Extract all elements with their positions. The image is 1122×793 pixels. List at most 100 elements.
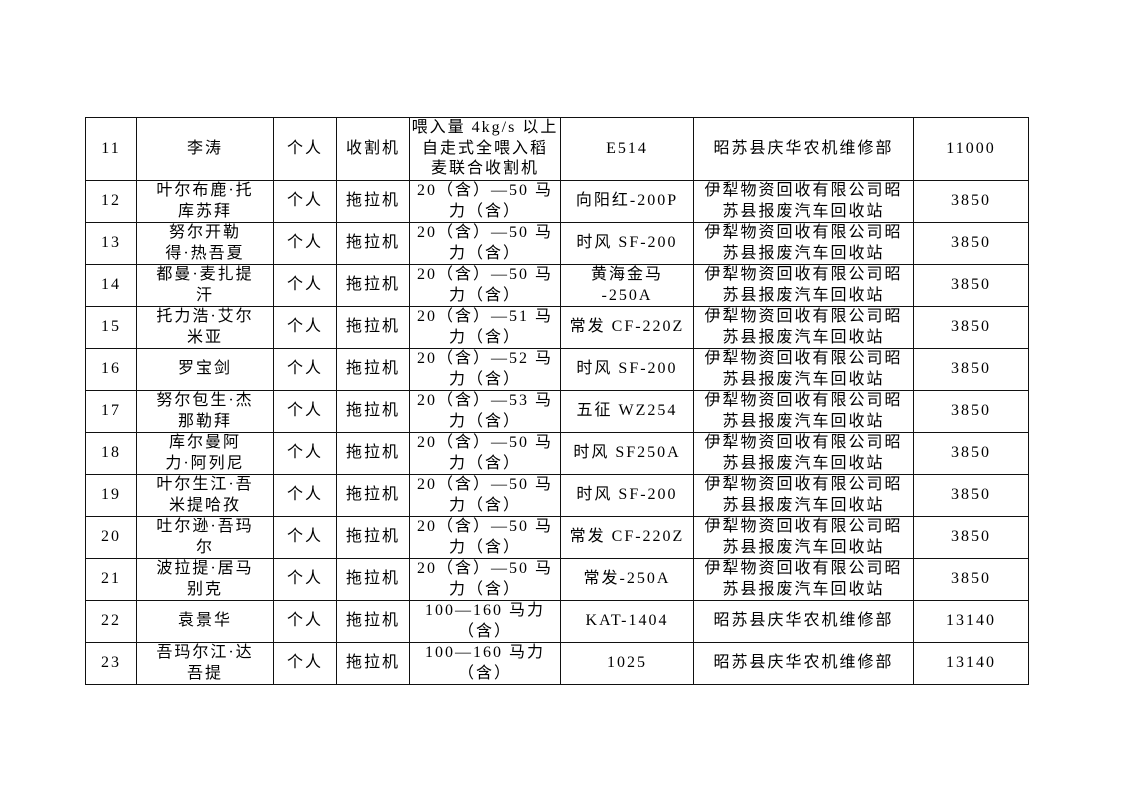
- cell-name: 袁景华: [136, 600, 274, 643]
- cell-model: 时风 SF250A: [560, 432, 694, 475]
- cell-amount: 13140: [913, 600, 1029, 643]
- cell-model: 向阳红-200P: [560, 180, 694, 223]
- cell-owner-type: 个人: [273, 264, 337, 307]
- cell-machine-type: 拖拉机: [336, 516, 410, 559]
- cell-owner-type: 个人: [273, 390, 337, 433]
- cell-spec: 20（含）—51 马 力（含）: [409, 306, 561, 349]
- cell-company: 伊犁物资回收有限公司昭 苏县报废汽车回收站: [693, 348, 914, 391]
- cell-no: 22: [85, 600, 137, 643]
- cell-spec: 20（含）—50 马 力（含）: [409, 474, 561, 517]
- cell-no: 17: [85, 390, 137, 433]
- cell-owner-type: 个人: [273, 558, 337, 601]
- cell-no: 19: [85, 474, 137, 517]
- cell-no: 18: [85, 432, 137, 475]
- cell-amount: 3850: [913, 348, 1029, 391]
- cell-no: 20: [85, 516, 137, 559]
- cell-name: 李涛: [136, 117, 274, 181]
- cell-no: 23: [85, 642, 137, 685]
- cell-spec: 20（含）—50 马 力（含）: [409, 180, 561, 223]
- cell-owner-type: 个人: [273, 600, 337, 643]
- cell-name: 库尔曼阿 力·阿列尼: [136, 432, 274, 475]
- cell-amount: 3850: [913, 558, 1029, 601]
- cell-machine-type: 拖拉机: [336, 474, 410, 517]
- cell-owner-type: 个人: [273, 117, 337, 181]
- cell-no: 11: [85, 117, 137, 181]
- cell-model: 时风 SF-200: [560, 222, 694, 265]
- cell-model: 1025: [560, 642, 694, 685]
- cell-company: 昭苏县庆华农机维修部: [693, 642, 914, 685]
- cell-amount: 13140: [913, 642, 1029, 685]
- cell-machine-type: 拖拉机: [336, 642, 410, 685]
- cell-machine-type: 拖拉机: [336, 306, 410, 349]
- cell-model: 黄海金马 -250A: [560, 264, 694, 307]
- cell-machine-type: 拖拉机: [336, 348, 410, 391]
- cell-model: KAT-1404: [560, 600, 694, 643]
- cell-company: 昭苏县庆华农机维修部: [693, 117, 914, 181]
- table-row: 13 努尔开勒 得·热吾夏 个人 拖拉机 20（含）—50 马 力（含） 时风 SF-20…: [85, 222, 1029, 265]
- cell-model: E514: [560, 117, 694, 181]
- cell-spec: 20（含）—50 马 力（含）: [409, 264, 561, 307]
- cell-spec: 20（含）—50 马 力（含）: [409, 222, 561, 265]
- cell-amount: 3850: [913, 222, 1029, 265]
- cell-amount: 11000: [913, 117, 1029, 181]
- cell-name: 托力浩·艾尔 米亚: [136, 306, 274, 349]
- cell-company: 伊犁物资回收有限公司昭 苏县报废汽车回收站: [693, 390, 914, 433]
- cell-amount: 3850: [913, 516, 1029, 559]
- table-row: 11 李涛 个人 收割机 喂入量 4kg/s 以上 自走式全喂入稻 麦联合收割机 E514…: [85, 117, 1029, 181]
- subsidy-table: 11 李涛 个人 收割机 喂入量 4kg/s 以上 自走式全喂入稻 麦联合收割机 E514…: [85, 117, 1029, 685]
- cell-spec: 20（含）—50 马 力（含）: [409, 558, 561, 601]
- cell-name: 罗宝剑: [136, 348, 274, 391]
- table-row: 19 叶尔生江·吾 米提哈孜 个人 拖拉机 20（含）—50 马 力（含） 时风 SF-2…: [85, 474, 1029, 517]
- cell-company: 伊犁物资回收有限公司昭 苏县报废汽车回收站: [693, 222, 914, 265]
- cell-name: 都曼·麦扎提 汗: [136, 264, 274, 307]
- cell-owner-type: 个人: [273, 474, 337, 517]
- cell-spec: 喂入量 4kg/s 以上 自走式全喂入稻 麦联合收割机: [409, 117, 561, 181]
- cell-spec: 100—160 马力 （含）: [409, 642, 561, 685]
- cell-spec: 20（含）—53 马 力（含）: [409, 390, 561, 433]
- table-row: 22 袁景华 个人 拖拉机 100—160 马力 （含） KAT-1404 昭苏县庆华农机维…: [85, 600, 1029, 643]
- cell-model: 常发-250A: [560, 558, 694, 601]
- table-row: 23 吾玛尔江·达 吾提 个人 拖拉机 100—160 马力 （含） 1025 昭苏县庆华农…: [85, 642, 1029, 685]
- cell-model: 五征 WZ254: [560, 390, 694, 433]
- cell-machine-type: 拖拉机: [336, 558, 410, 601]
- cell-amount: 3850: [913, 180, 1029, 223]
- cell-name: 努尔开勒 得·热吾夏: [136, 222, 274, 265]
- cell-no: 14: [85, 264, 137, 307]
- cell-name: 努尔包生·杰 那勒拜: [136, 390, 274, 433]
- cell-no: 15: [85, 306, 137, 349]
- cell-company: 伊犁物资回收有限公司昭 苏县报废汽车回收站: [693, 180, 914, 223]
- cell-company: 昭苏县庆华农机维修部: [693, 600, 914, 643]
- cell-spec: 20（含）—52 马 力（含）: [409, 348, 561, 391]
- cell-spec: 20（含）—50 马 力（含）: [409, 432, 561, 475]
- cell-model: 时风 SF-200: [560, 348, 694, 391]
- cell-machine-type: 拖拉机: [336, 264, 410, 307]
- cell-company: 伊犁物资回收有限公司昭 苏县报废汽车回收站: [693, 306, 914, 349]
- table-row: 20 吐尔逊·吾玛 尔个人 拖拉机 20（含）—50 马 力（含） 常发 CF-220Z…: [85, 516, 1029, 559]
- table-row: 16 罗宝剑 个人 拖拉机 20（含）—52 马 力（含） 时风 SF-200 伊犁物资回收…: [85, 348, 1029, 391]
- cell-amount: 3850: [913, 264, 1029, 307]
- cell-company: 伊犁物资回收有限公司昭 苏县报废汽车回收站: [693, 432, 914, 475]
- cell-machine-type: 拖拉机: [336, 390, 410, 433]
- cell-company: 伊犁物资回收有限公司昭 苏县报废汽车回收站: [693, 558, 914, 601]
- cell-amount: 3850: [913, 390, 1029, 433]
- cell-amount: 3850: [913, 474, 1029, 517]
- cell-amount: 3850: [913, 306, 1029, 349]
- cell-machine-type: 拖拉机: [336, 180, 410, 223]
- cell-no: 12: [85, 180, 137, 223]
- table-row: 18 库尔曼阿 力·阿列尼 个人 拖拉机 20（含）—50 马 力（含） 时风 SF250…: [85, 432, 1029, 475]
- cell-name: 叶尔布鹿·托 库苏拜: [136, 180, 274, 223]
- cell-spec: 100—160 马力 （含）: [409, 600, 561, 643]
- table-row: 14 都曼·麦扎提 汗个人 拖拉机 20（含）—50 马 力（含） 黄海金马 -250A…: [85, 264, 1029, 307]
- table-row: 17 努尔包生·杰 那勒拜 个人 拖拉机 20（含）—53 马 力（含） 五征 WZ254…: [85, 390, 1029, 433]
- cell-owner-type: 个人: [273, 432, 337, 475]
- cell-model: 时风 SF-200: [560, 474, 694, 517]
- cell-owner-type: 个人: [273, 642, 337, 685]
- cell-name: 吐尔逊·吾玛 尔: [136, 516, 274, 559]
- cell-machine-type: 收割机: [336, 117, 410, 181]
- cell-owner-type: 个人: [273, 348, 337, 391]
- cell-company: 伊犁物资回收有限公司昭 苏县报废汽车回收站: [693, 474, 914, 517]
- table-row: 21 波拉提·居马 别克 个人 拖拉机 20（含）—50 马 力（含） 常发-250A 伊犁…: [85, 558, 1029, 601]
- cell-machine-type: 拖拉机: [336, 600, 410, 643]
- cell-name: 波拉提·居马 别克: [136, 558, 274, 601]
